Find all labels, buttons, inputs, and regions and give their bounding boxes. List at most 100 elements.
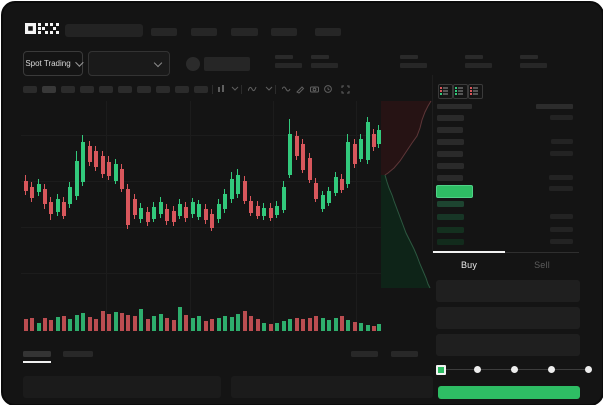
timeframe-button[interactable] [61, 86, 75, 93]
book-icon-row [455, 93, 466, 95]
candle-body [165, 209, 169, 221]
ticker-stat-label [311, 55, 329, 59]
last-price-badge[interactable] [436, 185, 473, 198]
bid-row-price[interactable] [437, 227, 464, 233]
volume-bar [236, 314, 240, 331]
nav-item[interactable] [271, 28, 297, 36]
chevron-down-icon[interactable] [231, 85, 240, 94]
candle-body [308, 158, 312, 180]
pair-dropdown[interactable] [88, 51, 170, 76]
gridline-v [273, 101, 274, 333]
volume-bar [81, 313, 85, 331]
bottom-panel [23, 376, 221, 398]
candle-body [372, 134, 376, 147]
search-input[interactable] [65, 24, 143, 37]
ask-row-price[interactable] [437, 139, 464, 145]
bottom-tab[interactable] [63, 351, 93, 357]
slider-stop[interactable] [511, 366, 518, 373]
timeframe-button[interactable] [42, 86, 56, 93]
timeframe-button[interactable] [175, 86, 189, 93]
line-tool-icon[interactable] [282, 85, 291, 94]
order-input-field[interactable] [436, 334, 580, 356]
nav-item[interactable] [191, 28, 217, 36]
candle-body [114, 164, 118, 181]
gridline-h [21, 227, 381, 228]
nav-item[interactable] [231, 28, 258, 36]
clock-icon[interactable] [324, 85, 333, 94]
slider-stop[interactable] [474, 366, 481, 373]
candle-body [68, 187, 72, 204]
candlestick-chart[interactable] [3, 3, 433, 348]
candle-body [37, 184, 41, 192]
tab-sell[interactable]: Sell [505, 260, 579, 270]
book-icon-row [440, 87, 451, 89]
ticker-stat-value [400, 63, 427, 68]
ask-row-price[interactable] [437, 163, 464, 169]
bid-row-price[interactable] [437, 201, 464, 207]
candle-body [88, 146, 92, 162]
ask-row-price[interactable] [437, 151, 463, 157]
volume-bar [334, 318, 338, 331]
candle-body [249, 201, 253, 213]
slider-handle[interactable] [436, 365, 446, 375]
volume-bar [184, 315, 188, 331]
candle-body [126, 189, 130, 225]
ask-row-price[interactable] [437, 175, 463, 181]
candle-body [120, 169, 124, 189]
candle-body [81, 142, 85, 182]
indicator-icon[interactable] [248, 85, 257, 94]
candle-body [139, 208, 143, 219]
book-icon-row [440, 90, 451, 92]
volume-bar [230, 317, 234, 331]
bid-row-price[interactable] [437, 214, 464, 220]
timeframe-button[interactable] [118, 86, 132, 93]
ask-row-price[interactable] [437, 115, 464, 121]
bottom-action[interactable] [351, 351, 378, 357]
volume-bar [165, 318, 169, 331]
volume-bar [256, 319, 260, 331]
fullscreen-icon[interactable] [341, 85, 350, 94]
bottom-action[interactable] [391, 351, 418, 357]
volume-bar [56, 317, 60, 331]
order-input-field[interactable] [436, 280, 580, 302]
okx-logo[interactable] [25, 23, 59, 35]
volume-bar [269, 324, 273, 331]
candle-body [159, 202, 163, 214]
camera-icon[interactable] [310, 85, 319, 94]
book-combined-icon[interactable] [438, 84, 453, 99]
bid-row-price[interactable] [437, 239, 464, 245]
timeframe-button[interactable] [137, 86, 151, 93]
book-asks-icon[interactable] [468, 84, 483, 99]
submit-order-button[interactable] [438, 386, 580, 399]
book-icon-row [440, 93, 451, 95]
bottom-tab[interactable] [23, 351, 51, 357]
volume-bar [366, 325, 370, 331]
ask-row-price[interactable] [437, 127, 463, 133]
timeframe-button[interactable] [156, 86, 170, 93]
tab-buy[interactable]: Buy [433, 260, 505, 270]
slider-stop[interactable] [585, 366, 592, 373]
candle-body [366, 122, 370, 160]
timeframe-button[interactable] [80, 86, 94, 93]
book-bids-icon[interactable] [453, 84, 468, 99]
candle-type-icon[interactable] [217, 85, 226, 94]
candle-body [75, 161, 79, 196]
volume-bar [314, 316, 318, 331]
order-input-field[interactable] [436, 307, 580, 329]
timeframe-button[interactable] [99, 86, 113, 93]
slider-stop[interactable] [548, 366, 555, 373]
timeframe-button[interactable] [23, 86, 37, 93]
draw-tool-icon[interactable] [296, 85, 305, 94]
ticker-stat-label [465, 55, 483, 59]
candle-body [49, 202, 53, 214]
candle-body [314, 183, 318, 199]
candle-body [210, 214, 214, 228]
nav-item[interactable] [315, 28, 341, 36]
timeframe-button[interactable] [194, 86, 208, 93]
market-type-selector[interactable]: Spot Trading [23, 51, 84, 76]
volume-bar [353, 322, 357, 331]
chevron-down-icon[interactable] [265, 85, 274, 94]
candle-body [288, 134, 292, 175]
candle-body [346, 142, 350, 184]
nav-item[interactable] [151, 28, 177, 36]
